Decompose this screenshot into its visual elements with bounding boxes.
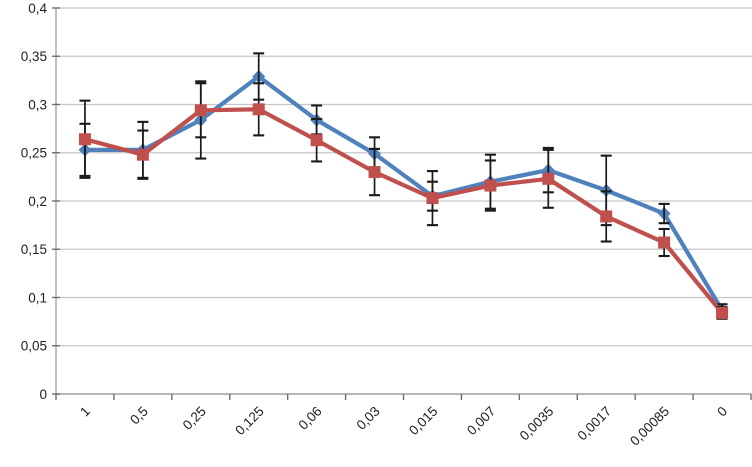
x-axis-category-label: 0,0017: [575, 404, 615, 444]
series-red-marker: [542, 172, 555, 185]
y-axis-tick-label: 0,15: [21, 242, 47, 257]
x-axis-category-label: 0,5: [127, 404, 151, 428]
y-axis-tick-label: 0,35: [21, 49, 47, 64]
series-red-marker: [252, 103, 265, 116]
x-axis-category-label: 0,0035: [517, 404, 557, 444]
x-axis-category-label: 0,007: [464, 404, 499, 439]
series-red-marker: [716, 306, 729, 319]
x-axis-category-label: 0,125: [232, 404, 267, 439]
y-axis-tick-label: 0,05: [21, 339, 47, 354]
series-red-marker: [426, 192, 439, 205]
series-red-marker: [194, 104, 207, 117]
y-axis-tick-label: 0,3: [28, 97, 47, 112]
y-axis-tick-label: 0,25: [21, 146, 47, 161]
series-red-marker: [136, 148, 149, 161]
y-axis-tick-label: 0,4: [28, 1, 47, 16]
x-axis-category-label: 1: [77, 404, 93, 420]
series-red-line: [82, 107, 725, 316]
series-red-marker: [658, 236, 671, 249]
series-red-marker: [78, 133, 91, 146]
x-axis-category-label: 0,06: [296, 404, 325, 433]
series-red-marker: [600, 210, 613, 223]
series-red-marker: [310, 134, 323, 147]
x-axis-category-label: 0,00085: [627, 404, 672, 449]
x-axis-category-label: 0,25: [180, 404, 209, 433]
x-axis-category-label: 0: [714, 404, 730, 420]
x-axis-category-label: 0,015: [406, 404, 441, 439]
y-axis-tick-label: 0: [39, 387, 47, 402]
series-red-marker: [484, 179, 497, 192]
y-axis-tick-label: 0,2: [28, 194, 47, 209]
y-axis-tick-label: 0,1: [28, 290, 47, 305]
x-axis-category-label: 0,03: [353, 404, 382, 433]
series-blue-line: [82, 74, 725, 313]
series-red-marker: [368, 166, 381, 179]
